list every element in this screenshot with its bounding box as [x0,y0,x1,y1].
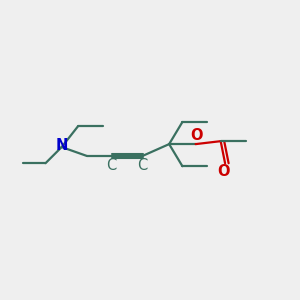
Text: O: O [190,128,203,143]
Text: N: N [56,138,68,153]
Text: C: C [106,158,117,173]
Text: C: C [137,158,148,173]
Text: O: O [218,164,230,179]
